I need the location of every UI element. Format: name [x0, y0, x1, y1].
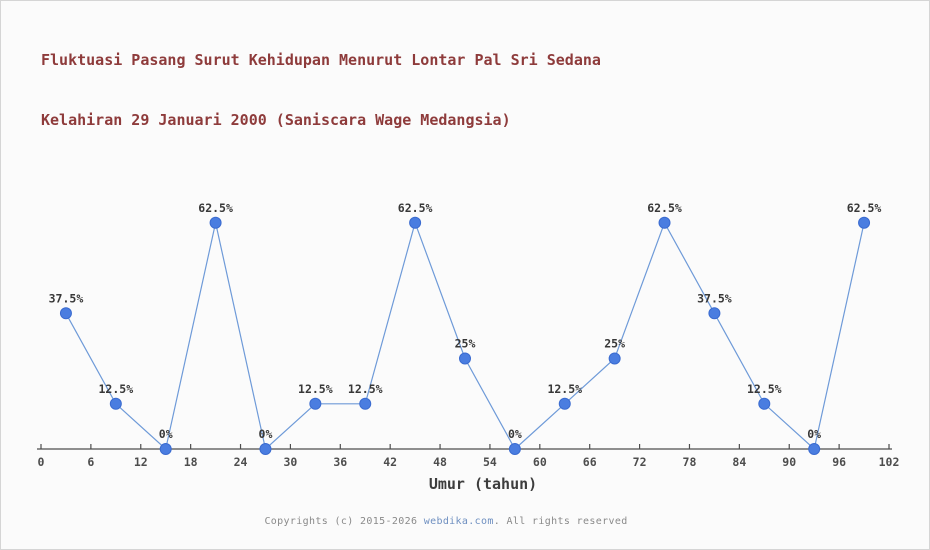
data-point	[309, 397, 322, 410]
chart-title: Fluktuasi Pasang Surut Kehidupan Menurut…	[41, 10, 601, 170]
data-point	[459, 352, 471, 365]
data-point	[109, 397, 122, 410]
data-point-label: 25%	[604, 337, 625, 351]
x-axis-tick-label: 6	[87, 455, 94, 469]
copyright-prefix: Copyrights (c) 2015-2026	[264, 516, 424, 527]
x-axis-tick-label: 12	[134, 455, 148, 469]
data-point-label: 12.5%	[348, 382, 383, 396]
data-point	[159, 443, 172, 455]
data-point	[758, 397, 771, 410]
data-point	[608, 352, 621, 365]
data-point-label: 62.5%	[398, 201, 433, 215]
data-point	[359, 397, 372, 410]
x-axis-tick-label: 60	[533, 455, 547, 469]
data-point-label: 37.5%	[697, 291, 732, 305]
data-point	[558, 397, 571, 410]
x-axis-tick-label: 84	[732, 455, 746, 469]
x-axis-tick-label: 72	[633, 455, 647, 469]
data-point	[259, 443, 272, 455]
data-point	[808, 443, 821, 455]
x-axis-tick-label: 66	[583, 455, 597, 469]
data-point-label: 12.5%	[547, 382, 582, 396]
x-axis-tick-label: 48	[433, 455, 447, 469]
data-point	[708, 307, 721, 320]
x-axis-tick-label: 54	[483, 455, 497, 469]
chart-title-line1: Fluktuasi Pasang Surut Kehidupan Menurut…	[41, 51, 601, 69]
data-point-label: 0%	[807, 427, 821, 441]
data-point	[409, 216, 422, 229]
data-point-label: 37.5%	[49, 291, 84, 305]
copyright-site-link[interactable]: webdika.com	[423, 516, 494, 527]
data-point-label: 62.5%	[647, 201, 682, 215]
data-point	[508, 443, 521, 455]
x-axis-title: Umur (tahun)	[429, 475, 537, 493]
data-point-label: 0%	[508, 427, 522, 441]
x-axis-tick-label: 42	[383, 455, 397, 469]
data-point-label: 12.5%	[747, 382, 782, 396]
x-axis-tick-label: 78	[683, 455, 697, 469]
x-axis-tick-label: 90	[782, 455, 796, 469]
x-axis-tick-label: 102	[879, 455, 900, 469]
data-point-label: 62.5%	[847, 201, 882, 215]
data-point	[858, 216, 871, 229]
x-axis-tick-label: 96	[832, 455, 846, 469]
data-point-label: 12.5%	[298, 382, 333, 396]
data-point	[209, 216, 222, 229]
data-point-label: 12.5%	[99, 382, 134, 396]
x-axis-tick-label: 18	[184, 455, 198, 469]
copyright-footer: Copyrights (c) 2015-2026 webdika.com. Al…	[1, 516, 891, 527]
x-axis-tick-label: 0	[38, 455, 45, 469]
copyright-suffix: . All rights reserved	[493, 516, 628, 527]
data-point-label: 62.5%	[198, 201, 233, 215]
data-point	[658, 216, 671, 229]
x-axis-tick-label: 36	[333, 455, 347, 469]
data-point	[59, 307, 72, 320]
data-point-label: 0%	[159, 427, 173, 441]
x-axis-tick-label: 30	[283, 455, 297, 469]
data-point-label: 25%	[455, 337, 476, 351]
chart-title-line2: Kelahiran 29 Januari 2000 (Saniscara Wag…	[41, 111, 511, 129]
data-point-label: 0%	[259, 427, 273, 441]
x-axis-tick-label: 24	[234, 455, 248, 469]
